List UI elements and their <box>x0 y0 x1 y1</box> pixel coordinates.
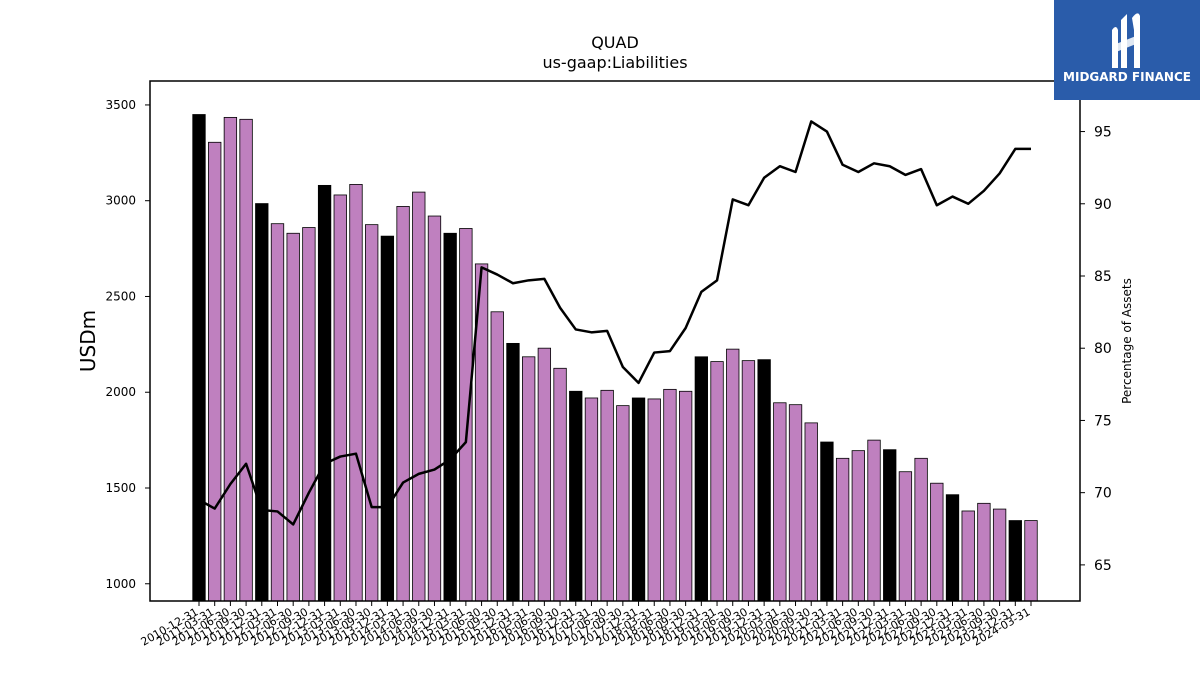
bar-2014-03-31 <box>396 206 410 602</box>
bar-2018-06-30 <box>663 388 677 602</box>
bar-2022-09-30 <box>930 482 944 602</box>
y2-tick-label: 65 <box>1094 558 1112 574</box>
bar-2019-12-31 <box>757 359 771 602</box>
bar-2020-09-30 <box>804 422 818 602</box>
y-tick-label: 2000 <box>105 385 136 399</box>
bar-2019-09-30 <box>741 360 756 602</box>
bar-2018-09-30 <box>678 390 693 602</box>
bar-2016-06-30 <box>537 347 552 602</box>
bar-2016-12-31 <box>569 390 583 602</box>
bar-2012-12-31 <box>317 184 332 602</box>
bar-2020-12-31 <box>820 441 834 602</box>
chart-subtitle: us-gaap:Liabilities <box>542 53 687 72</box>
chart-title: QUAD <box>591 33 639 52</box>
bar-2016-09-30 <box>553 367 567 602</box>
bar-series <box>192 114 1038 602</box>
bar-2014-06-30 <box>412 191 426 602</box>
bar-2022-06-30 <box>914 457 928 602</box>
bar-2013-06-30 <box>349 184 363 602</box>
y2-axis-label: Percentage of Assets <box>1120 278 1134 404</box>
bar-2019-03-31 <box>710 361 724 602</box>
y2-tick-label: 90 <box>1094 197 1112 213</box>
bar-2012-06-30 <box>286 232 300 602</box>
bar-2012-09-30 <box>302 227 316 602</box>
bar-2023-09-30 <box>992 508 1007 602</box>
bar-2013-09-30 <box>365 224 379 602</box>
bar-2015-12-31 <box>506 342 520 602</box>
bar-2017-06-30 <box>600 389 614 602</box>
bar-2011-06-30 <box>223 116 238 602</box>
bar-2013-03-31 <box>333 194 347 602</box>
y2-tick-label: 85 <box>1094 269 1112 285</box>
y2-tick-label: 95 <box>1094 125 1112 141</box>
y-tick-label: 2500 <box>105 289 136 303</box>
bar-2017-12-31 <box>631 397 646 602</box>
logo-text: MIDGARD FINANCE <box>1063 70 1191 84</box>
bar-2022-12-31 <box>945 494 960 602</box>
percentage-of-assets-line <box>198 120 1031 526</box>
bar-2014-12-31 <box>443 232 457 602</box>
bar-2019-06-30 <box>726 348 740 602</box>
y-axis-left: 1000 1500 2000 2500 3000 3500 <box>105 98 150 591</box>
y-tick-label: 1000 <box>105 577 136 591</box>
percentage-line-series <box>198 120 1031 526</box>
y-tick-label: 3500 <box>105 98 136 112</box>
bar-2013-12-31 <box>380 235 395 602</box>
y-axis-right: 65 70 75 80 85 90 95 <box>1080 125 1112 574</box>
bar-2022-03-31 <box>898 471 913 602</box>
bar-2016-03-31 <box>522 356 536 602</box>
bar-2018-12-31 <box>694 356 708 602</box>
y-tick-label: 1500 <box>105 481 136 495</box>
bar-2017-03-31 <box>584 397 599 602</box>
bar-2023-06-30 <box>977 502 991 602</box>
bar-2011-03-31 <box>208 141 222 602</box>
bar-2011-12-31 <box>255 203 269 602</box>
bar-2021-06-30 <box>851 450 865 602</box>
bar-2017-09-30 <box>616 405 630 602</box>
bar-2020-03-31 <box>773 402 787 602</box>
bar-2010-12-31 <box>192 114 206 602</box>
bar-2021-09-30 <box>867 439 881 602</box>
bar-2012-03-31 <box>270 223 285 602</box>
y2-tick-label: 75 <box>1094 413 1112 429</box>
bar-2015-09-30 <box>490 311 504 602</box>
bar-2021-03-31 <box>835 457 850 602</box>
bar-2014-09-30 <box>427 215 442 602</box>
bar-2024-03-31 <box>1024 520 1038 602</box>
bar-2015-03-31 <box>459 228 473 602</box>
plot-frame <box>149 80 1081 602</box>
midgard-finance-logo: MIDGARD FINANCE <box>1054 0 1200 100</box>
x-axis: 2010-12-312011-03-312011-06-302011-09-30… <box>139 601 1033 649</box>
y2-tick-label: 80 <box>1094 341 1112 357</box>
bar-2023-12-31 <box>1008 520 1022 602</box>
logo-mark-left-icon <box>1112 27 1118 68</box>
bar-2018-03-31 <box>647 398 661 602</box>
y-tick-label: 3000 <box>105 194 136 208</box>
bar-2021-12-31 <box>883 449 897 602</box>
y-axis-label: USDm <box>76 310 100 372</box>
bar-2020-06-30 <box>788 404 803 602</box>
bar-2011-09-30 <box>239 118 253 602</box>
y2-tick-label: 70 <box>1094 486 1112 502</box>
bar-2023-03-31 <box>961 510 975 602</box>
